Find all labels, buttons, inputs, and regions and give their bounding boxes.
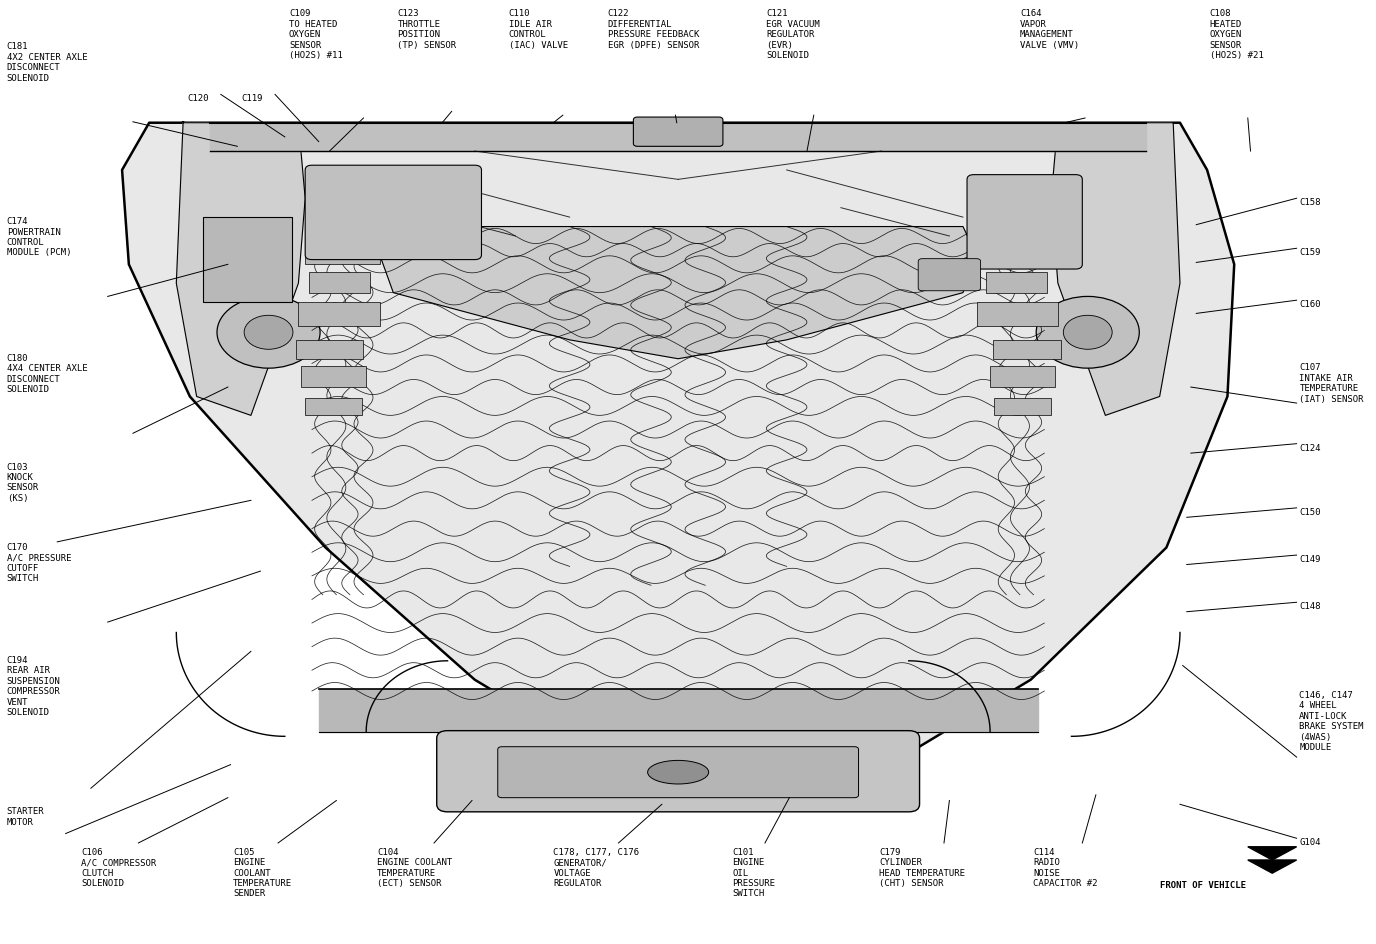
Bar	[305, 398, 362, 415]
Text: C160: C160	[1299, 300, 1321, 310]
FancyBboxPatch shape	[305, 165, 482, 260]
FancyBboxPatch shape	[498, 747, 859, 798]
Circle shape	[1064, 315, 1112, 349]
Polygon shape	[1248, 847, 1296, 860]
FancyBboxPatch shape	[918, 259, 981, 291]
Polygon shape	[1248, 860, 1296, 873]
Text: C106
A/C COMPRESSOR
CLUTCH
SOLENOID: C106 A/C COMPRESSOR CLUTCH SOLENOID	[81, 848, 157, 888]
Bar	[991, 366, 1055, 387]
Polygon shape	[380, 227, 977, 359]
Text: C104
ENGINE COOLANT
TEMPERATURE
(ECT) SENSOR: C104 ENGINE COOLANT TEMPERATURE (ECT) SE…	[377, 848, 453, 888]
Polygon shape	[211, 123, 1146, 151]
Bar	[301, 366, 366, 387]
Text: C164
VAPOR
MANAGEMENT
VALVE (VMV): C164 VAPOR MANAGEMENT VALVE (VMV)	[1020, 9, 1079, 50]
Bar	[977, 302, 1058, 326]
Text: C158: C158	[1299, 198, 1321, 208]
FancyBboxPatch shape	[633, 117, 722, 146]
Ellipse shape	[648, 761, 709, 784]
Text: C120: C120	[187, 94, 209, 104]
Text: C119: C119	[241, 94, 263, 104]
Polygon shape	[1051, 123, 1181, 415]
Bar	[296, 340, 363, 359]
Text: C109
TO HEATED
OXYGEN
SENSOR
(HO2S) #11: C109 TO HEATED OXYGEN SENSOR (HO2S) #11	[289, 9, 343, 60]
Polygon shape	[454, 741, 901, 798]
Circle shape	[244, 315, 293, 349]
Text: C179
CYLINDER
HEAD TEMPERATURE
(CHT) SENSOR: C179 CYLINDER HEAD TEMPERATURE (CHT) SEN…	[879, 848, 965, 888]
Bar	[310, 272, 370, 293]
Text: C148: C148	[1299, 602, 1321, 612]
Text: C101
ENGINE
OIL
PRESSURE
SWITCH: C101 ENGINE OIL PRESSURE SWITCH	[732, 848, 776, 899]
Text: C114
RADIO
NOISE
CAPACITOR #2: C114 RADIO NOISE CAPACITOR #2	[1033, 848, 1098, 888]
Polygon shape	[122, 123, 1234, 793]
FancyBboxPatch shape	[436, 731, 919, 812]
Bar	[993, 398, 1051, 415]
Bar	[305, 238, 380, 264]
Text: FRONT OF VEHICLE: FRONT OF VEHICLE	[1160, 881, 1245, 890]
Text: C121
EGR VACUUM
REGULATOR
(EVR)
SOLENOID: C121 EGR VACUUM REGULATOR (EVR) SOLENOID	[766, 9, 820, 60]
Polygon shape	[319, 689, 1038, 732]
Text: C124: C124	[1299, 444, 1321, 453]
Text: C178, C177, C176
GENERATOR/
VOLTAGE
REGULATOR: C178, C177, C176 GENERATOR/ VOLTAGE REGU…	[553, 848, 640, 888]
Bar	[987, 272, 1047, 293]
Text: C181
4X2 CENTER AXLE
DISCONNECT
SOLENOID: C181 4X2 CENTER AXLE DISCONNECT SOLENOID	[7, 42, 88, 83]
Text: C159: C159	[1299, 248, 1321, 258]
Text: C149: C149	[1299, 555, 1321, 565]
Bar	[204, 217, 292, 302]
Text: C150: C150	[1299, 508, 1321, 517]
Text: C103
KNOCK
SENSOR
(KS): C103 KNOCK SENSOR (KS)	[7, 463, 39, 503]
Text: G104: G104	[1299, 838, 1321, 848]
Text: C107
INTAKE AIR
TEMPERATURE
(IAT) SENSOR: C107 INTAKE AIR TEMPERATURE (IAT) SENSOR	[1299, 363, 1364, 404]
Text: C123
THROTTLE
POSITION
(TP) SENSOR: C123 THROTTLE POSITION (TP) SENSOR	[398, 9, 457, 50]
Bar	[993, 340, 1061, 359]
Text: C194
REAR AIR
SUSPENSION
COMPRESSOR
VENT
SOLENOID: C194 REAR AIR SUSPENSION COMPRESSOR VENT…	[7, 656, 61, 717]
Text: C174
POWERTRAIN
CONTROL
MODULE (PCM): C174 POWERTRAIN CONTROL MODULE (PCM)	[7, 217, 72, 258]
Text: C110
IDLE AIR
CONTROL
(IAC) VALVE: C110 IDLE AIR CONTROL (IAC) VALVE	[509, 9, 568, 50]
Text: C108
HEATED
OXYGEN
SENSOR
(HO2S) #21: C108 HEATED OXYGEN SENSOR (HO2S) #21	[1210, 9, 1263, 60]
Text: C170
A/C PRESSURE
CUTOFF
SWITCH: C170 A/C PRESSURE CUTOFF SWITCH	[7, 543, 72, 583]
Text: C122
DIFFERENTIAL
PRESSURE FEEDBACK
EGR (DPFE) SENSOR: C122 DIFFERENTIAL PRESSURE FEEDBACK EGR …	[608, 9, 699, 50]
Text: STARTER
MOTOR: STARTER MOTOR	[7, 807, 44, 827]
Text: C180
4X4 CENTER AXLE
DISCONNECT
SOLENOID: C180 4X4 CENTER AXLE DISCONNECT SOLENOID	[7, 354, 88, 395]
Text: C105
ENGINE
COOLANT
TEMPERATURE
SENDER: C105 ENGINE COOLANT TEMPERATURE SENDER	[234, 848, 293, 899]
Circle shape	[1036, 296, 1139, 368]
Circle shape	[217, 296, 321, 368]
Text: C146, C147
4 WHEEL
ANTI-LOCK
BRAKE SYSTEM
(4WAS)
MODULE: C146, C147 4 WHEEL ANTI-LOCK BRAKE SYSTE…	[1299, 691, 1364, 752]
Polygon shape	[176, 123, 305, 415]
FancyBboxPatch shape	[967, 175, 1083, 269]
Bar	[977, 238, 1051, 264]
Bar	[299, 302, 380, 326]
